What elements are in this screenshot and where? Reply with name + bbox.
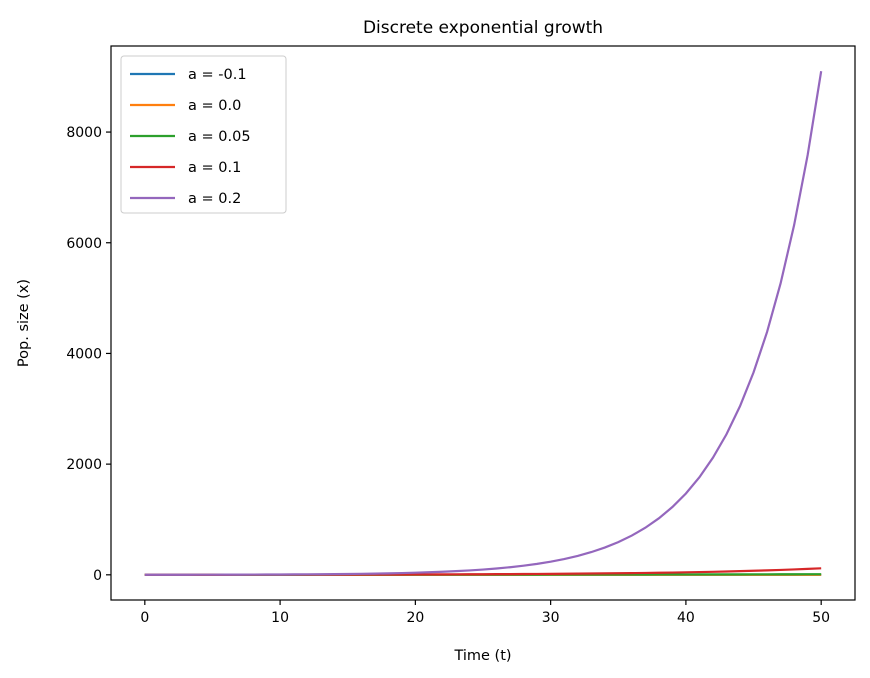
x-tick-label: 50 — [812, 610, 830, 626]
y-tick-label: 2000 — [66, 457, 102, 473]
legend-label-2: a = 0.05 — [188, 129, 251, 145]
legend-label-4: a = 0.2 — [188, 191, 241, 207]
x-tick-label: 30 — [542, 610, 560, 626]
x-tick-label: 20 — [406, 610, 424, 626]
x-axis-label: Time (t) — [453, 648, 511, 664]
x-axis: 0 10 20 30 40 50 — [140, 600, 830, 626]
legend: a = -0.1 a = 0.0 a = 0.05 a = 0.1 a = 0.2 — [120, 55, 287, 214]
y-axis: 0 2000 4000 6000 8000 — [66, 125, 111, 584]
y-axis-label: Pop. size (x) — [16, 279, 32, 367]
x-tick-label: 10 — [271, 610, 289, 626]
x-tick-label: 40 — [677, 610, 695, 626]
x-tick-label: 0 — [140, 610, 149, 626]
legend-label-0: a = -0.1 — [188, 67, 247, 83]
y-tick-label: 8000 — [66, 125, 102, 141]
series-line-4 — [144, 70, 823, 576]
chart-title: Discrete exponential growth — [363, 18, 603, 38]
legend-box — [120, 55, 287, 214]
y-tick-label: 0 — [93, 568, 102, 584]
axes-frame — [110, 45, 856, 601]
y-tick-label: 6000 — [66, 236, 102, 252]
plot-area — [144, 70, 823, 576]
legend-label-3: a = 0.1 — [188, 160, 241, 176]
y-tick-label: 4000 — [66, 346, 102, 362]
legend-label-1: a = 0.0 — [188, 98, 241, 114]
